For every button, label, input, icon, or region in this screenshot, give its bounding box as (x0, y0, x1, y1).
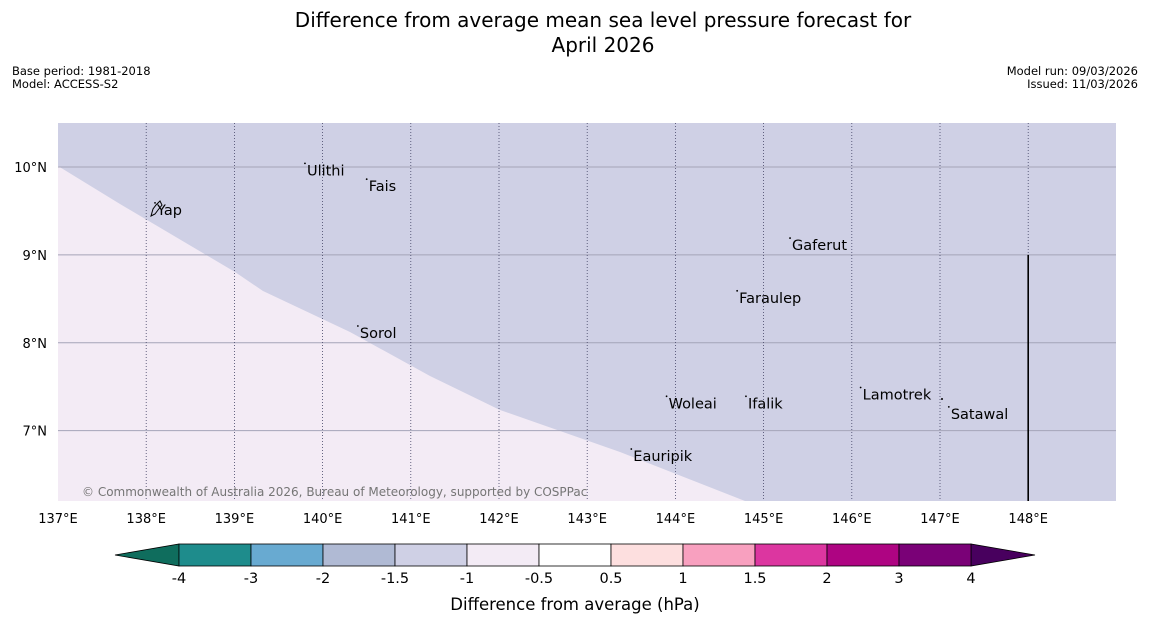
lat-tick-label: 8°N (23, 337, 48, 352)
island-dot (941, 398, 943, 400)
island-marker (859, 386, 862, 389)
page-title: Difference from average mean sea level p… (0, 8, 1150, 58)
colorbar-tick-label: -1.5 (381, 571, 409, 587)
colorbar-swatch (610, 543, 684, 567)
colorbar-tick-label: -4 (172, 571, 186, 587)
lon-tick-label: 137°E (38, 512, 78, 527)
lon-tick-label: 147°E (920, 512, 960, 527)
place-label: Lamotrek (863, 388, 932, 404)
island-marker (356, 325, 359, 327)
place-label: Fais (369, 179, 396, 195)
yap-island-shape (150, 200, 163, 217)
title-line-1: Difference from average mean sea level p… (294, 8, 912, 32)
island-marker (630, 448, 633, 450)
copyright-text: © Commonwealth of Australia 2026, Bureau… (82, 485, 587, 499)
colorbar-tick-label: 2 (822, 571, 831, 587)
colorbar-extend-low (114, 543, 180, 567)
place-label: Satawal (951, 407, 1008, 423)
colorbar-tick-label: 3 (894, 571, 903, 587)
lon-tick-label: 142°E (479, 512, 519, 527)
lon-tick-label: 141°E (391, 512, 431, 527)
place-label: Woleai (669, 396, 717, 412)
place-label: Yap (156, 203, 182, 219)
meta-left: Base period: 1981-2018 Model: ACCESS-S2 (12, 65, 151, 91)
lat-tick-label: 10°N (14, 161, 47, 176)
place-label: Ulithi (307, 163, 345, 179)
colorbar-swatch (250, 543, 324, 567)
place-label: Gaferut (792, 238, 847, 254)
island-marker (736, 289, 739, 292)
lon-tick-label: 145°E (744, 512, 784, 527)
lon-tick-label: 146°E (832, 512, 872, 527)
lon-tick-label: 144°E (656, 512, 696, 527)
colorbar-tick-label: -2 (316, 571, 330, 587)
colorbar-tick-label: -0.5 (525, 571, 553, 587)
model-name: Model: ACCESS-S2 (12, 77, 119, 91)
island-marker (665, 395, 668, 398)
island-marker (947, 405, 950, 408)
lat-tick-label: 7°N (23, 425, 48, 440)
colorbar-swatch (322, 543, 396, 567)
base-period: Base period: 1981-2018 (12, 64, 151, 78)
colorbar: -4 -3 -2 -1.5 -1 -0.5 0.5 1 1.5 2 3 4 Difference fro… (114, 543, 1036, 614)
map-content: Ulithi Fais Yap Gaferut Faraulep Sorol Lamotre… (58, 123, 1116, 501)
colorbar-swatch (178, 543, 252, 567)
colorbar-swatch (538, 543, 612, 567)
colorbar-swatch (754, 543, 828, 567)
lon-tick-label: 148°E (1008, 512, 1048, 527)
colorbar-tick-label: 0.5 (599, 571, 622, 587)
colorbar-swatch (826, 543, 900, 567)
issued-date: Issued: 11/03/2026 (1027, 77, 1138, 91)
place-label: Sorol (360, 326, 397, 342)
island-marker (304, 162, 306, 165)
island-marker (745, 395, 747, 398)
colorbar-tick-label: 1.5 (743, 571, 766, 587)
lat-tick-label: 9°N (23, 249, 48, 264)
place-label: Eauripik (633, 449, 692, 465)
colorbar-tick-label: -3 (244, 571, 258, 587)
place-label: Ifalik (748, 396, 783, 412)
lon-tick-label: 143°E (567, 512, 607, 527)
colorbar-tick-label: 1 (678, 571, 687, 587)
model-run: Model run: 09/03/2026 (1006, 64, 1138, 78)
colorbar-extend-high (970, 543, 1036, 567)
place-label: Faraulep (739, 291, 801, 307)
lon-tick-label: 138°E (126, 512, 166, 527)
colorbar-swatch (466, 543, 540, 567)
colorbar-swatch (898, 543, 972, 567)
title-line-2: April 2026 (551, 33, 655, 57)
lon-tick-label: 139°E (215, 512, 255, 527)
colorbar-tick-label: -1 (460, 571, 474, 587)
meta-right: Model run: 09/03/2026 Issued: 11/03/2026 (1007, 65, 1138, 91)
colorbar-title: Difference from average (hPa) (450, 595, 699, 614)
island-marker (365, 178, 368, 181)
colorbar-swatch (394, 543, 468, 567)
anomaly-region-higher (58, 166, 745, 501)
map-panel: Ulithi Fais Yap Gaferut Faraulep Sorol Lamotre… (14, 123, 1116, 527)
colorbar-swatch (682, 543, 756, 567)
lon-tick-label: 140°E (303, 512, 343, 527)
island-marker (789, 237, 791, 239)
island-marker (154, 202, 156, 204)
colorbar-tick-label: 4 (966, 571, 975, 587)
